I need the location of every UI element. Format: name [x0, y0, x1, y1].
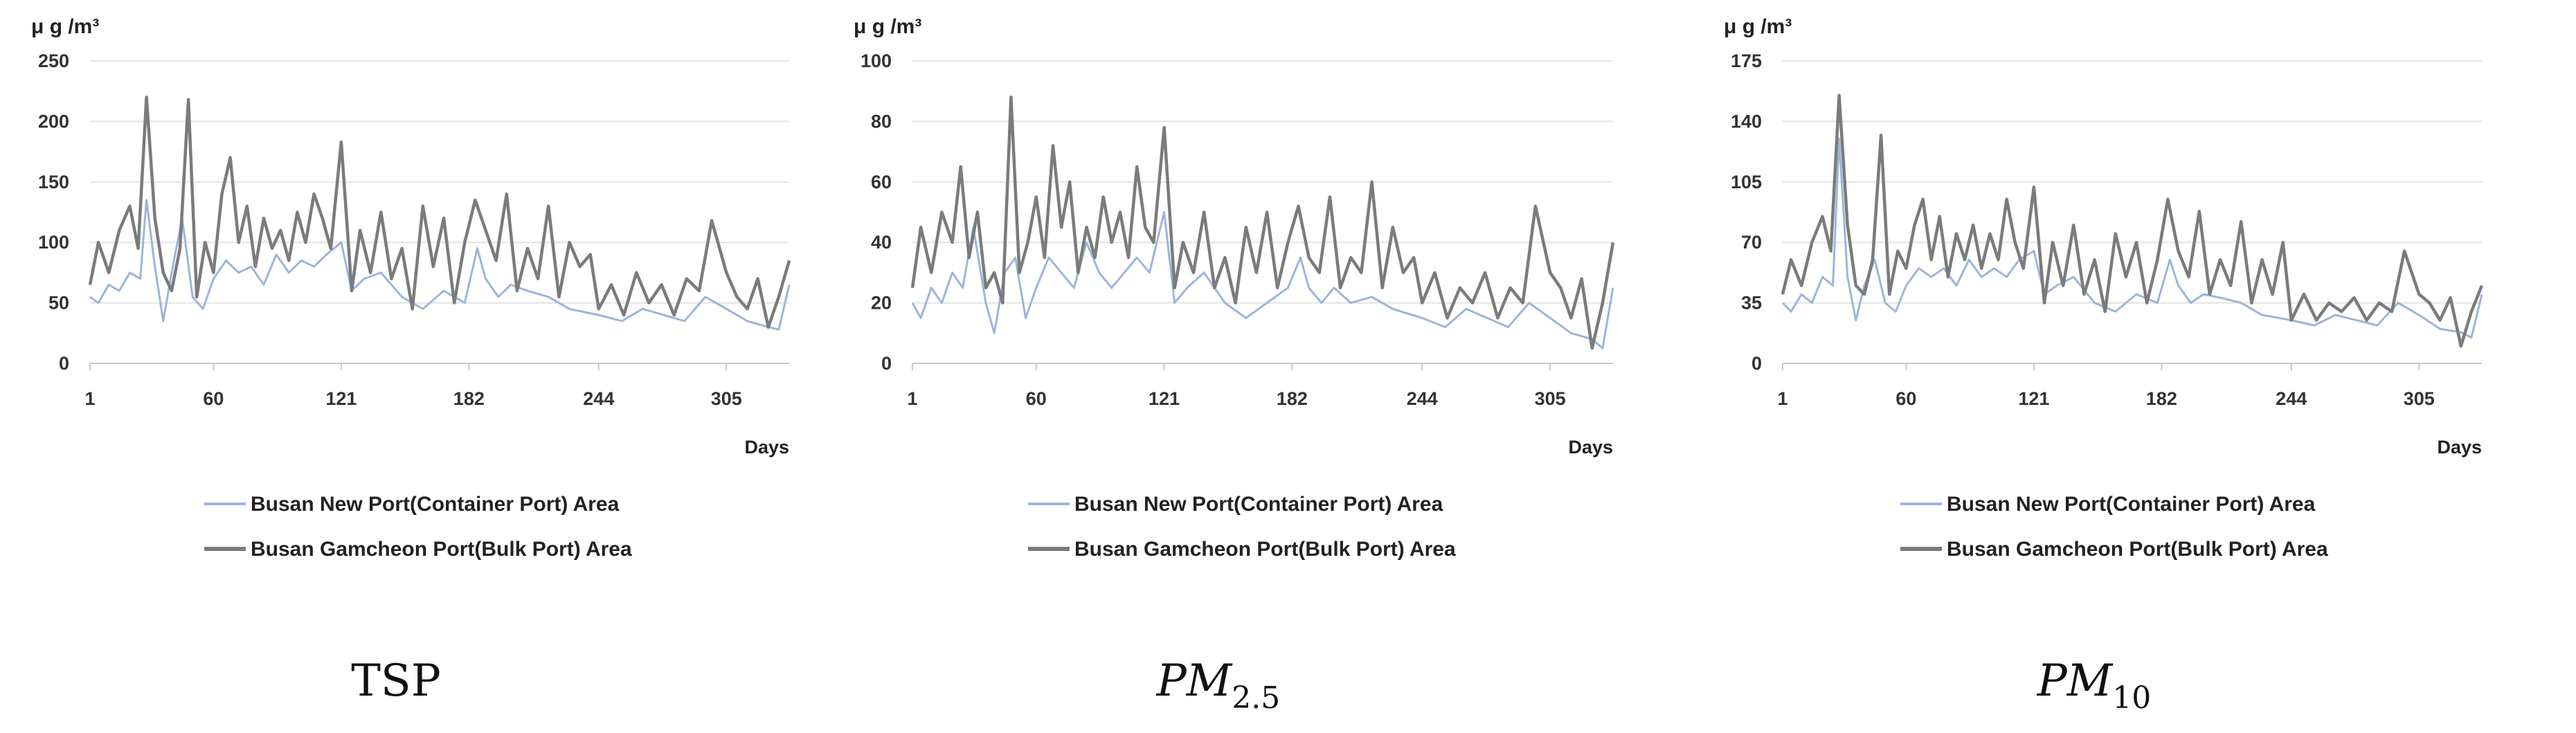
- chart-panel-1: μ g /m³ 0 50 100 150 200 250 1 60 121 182 244 305 Day…: [31, 15, 791, 707]
- legend-label: Busan Gamcheon Port(Bulk Port) Area: [1074, 538, 1456, 561]
- y-tick-label: 175: [1731, 51, 1762, 71]
- x-tick-label: 305: [2404, 388, 2435, 409]
- y-tick-label: 100: [861, 51, 892, 71]
- legend-label: Busan New Port(Container Port) Area: [1947, 493, 2316, 516]
- x-tick-label: 182: [2146, 388, 2177, 409]
- y-tick-label: 250: [38, 51, 69, 71]
- panel-label-main: PM: [2037, 655, 2114, 707]
- y-tick-label: 0: [1751, 353, 1762, 374]
- x-tick-label: 244: [2276, 388, 2307, 409]
- x-tick-label: 305: [711, 388, 742, 409]
- x-axis-label: Days: [2437, 437, 2482, 458]
- x-tick-label: 1: [84, 388, 95, 409]
- chart-panel-2: μ g /m³ 0 20 40 60 80 100 1 60 121 182 244 305 Days Bu…: [854, 15, 1615, 716]
- panel-label: TSP: [351, 655, 441, 707]
- y-tick-label: 60: [871, 172, 892, 192]
- panel-label-subscript: 10: [2112, 680, 2151, 716]
- y-tick-label: 35: [1741, 293, 1762, 314]
- y-tick-label: 105: [1731, 172, 1762, 192]
- x-axis-label: Days: [1568, 437, 1613, 458]
- y-tick-label: 150: [38, 172, 69, 192]
- x-tick-label: 60: [1026, 388, 1047, 409]
- x-tick-label: 1: [1777, 388, 1787, 409]
- panel-label-main: PM: [1156, 655, 1233, 707]
- y-tick-label: 70: [1741, 232, 1762, 253]
- x-tick-label: 60: [203, 388, 224, 409]
- chart-panel-3: μ g /m³ 0 35 70 105 140 175 1 60 121 182 244 305 Days…: [1724, 15, 2484, 716]
- y-tick-label: 40: [871, 232, 892, 253]
- y-unit-label: μ g /m³: [854, 15, 921, 38]
- y-unit-label: μ g /m³: [1724, 15, 1792, 38]
- series-line-gamcheon-port: [910, 96, 1615, 350]
- x-tick-label: 121: [325, 388, 357, 409]
- y-tick-label: 100: [38, 232, 69, 253]
- legend-label: Busan New Port(Container Port) Area: [251, 493, 620, 516]
- y-tick-label: 0: [59, 353, 69, 374]
- y-tick-label: 80: [871, 111, 892, 132]
- panel-label: PM2.5: [1156, 655, 1281, 716]
- panel-label-subscript: 2.5: [1232, 680, 1280, 716]
- x-tick-label: 182: [453, 388, 485, 409]
- y-tick-label: 200: [38, 111, 69, 132]
- x-tick-label: 244: [583, 388, 614, 409]
- y-tick-label: 20: [871, 293, 892, 314]
- x-tick-label: 60: [1895, 388, 1916, 409]
- x-tick-label: 121: [2018, 388, 2049, 409]
- y-tick-label: 140: [1731, 111, 1762, 132]
- panel-label: PM10: [2037, 655, 2152, 716]
- series-line-gamcheon-port: [1781, 93, 2484, 348]
- x-tick-label: 121: [1149, 388, 1180, 409]
- legend-label: Busan New Port(Container Port) Area: [1074, 493, 1443, 516]
- series-line-gamcheon-port: [88, 96, 791, 329]
- y-unit-label: μ g /m³: [31, 15, 99, 38]
- x-tick-label: 1: [907, 388, 917, 409]
- x-tick-label: 244: [1407, 388, 1438, 409]
- legend-label: Busan Gamcheon Port(Bulk Port) Area: [251, 538, 632, 561]
- x-axis-label: Days: [744, 437, 789, 458]
- y-tick-label: 50: [48, 293, 69, 314]
- x-tick-label: 182: [1277, 388, 1308, 409]
- y-tick-label: 0: [881, 353, 892, 374]
- series-line-new-port: [911, 211, 1614, 350]
- x-tick-label: 305: [1535, 388, 1566, 409]
- legend-label: Busan Gamcheon Port(Bulk Port) Area: [1947, 538, 2328, 561]
